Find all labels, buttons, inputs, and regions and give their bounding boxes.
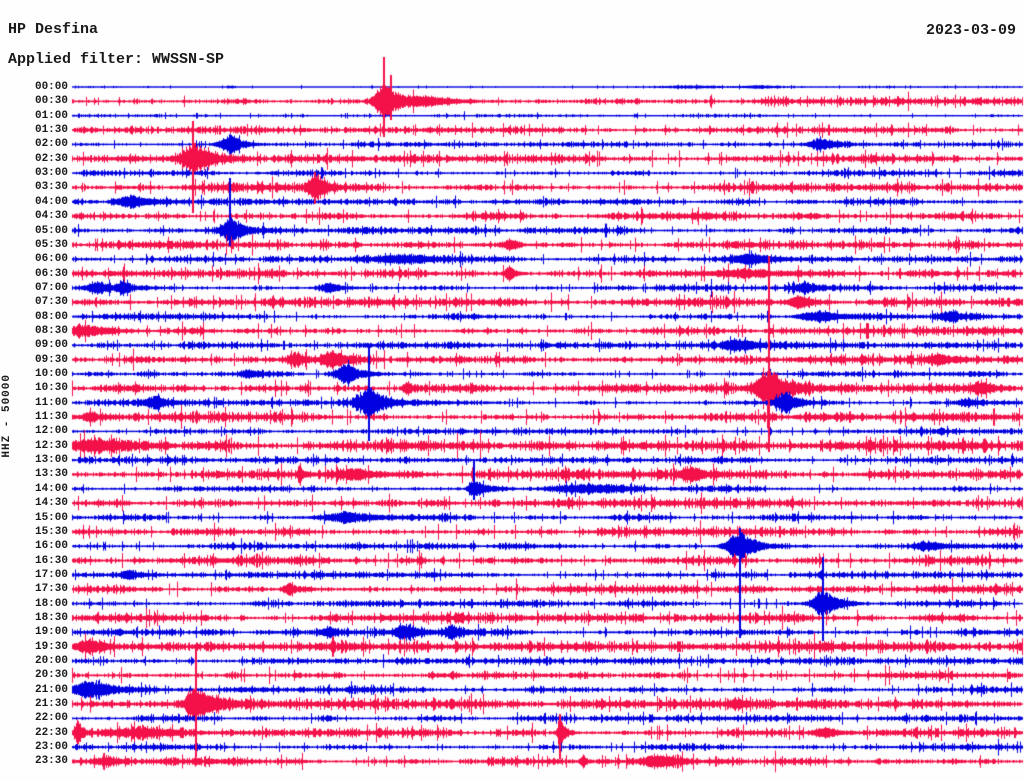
seismogram-traces-canvas: [0, 0, 1024, 780]
helicorder-page: HP Desfina 2023-03-09 Applied filter: WW…: [0, 0, 1024, 780]
